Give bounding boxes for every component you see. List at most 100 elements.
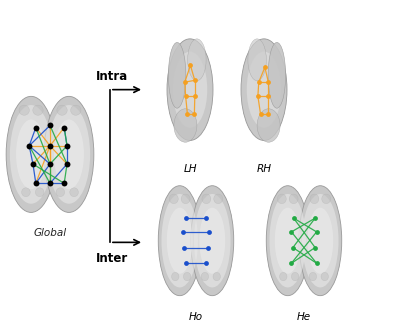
Point	[182, 215, 189, 221]
Ellipse shape	[213, 272, 220, 281]
Text: Global: Global	[34, 227, 66, 238]
Point	[256, 80, 262, 85]
Ellipse shape	[247, 51, 281, 128]
Point	[64, 143, 70, 148]
Ellipse shape	[214, 194, 223, 204]
Ellipse shape	[191, 186, 234, 296]
Point	[265, 94, 272, 99]
Ellipse shape	[167, 208, 192, 274]
Ellipse shape	[194, 194, 230, 288]
Point	[47, 181, 53, 186]
Point	[184, 111, 190, 117]
Point	[206, 229, 212, 234]
Point	[182, 80, 188, 85]
Ellipse shape	[266, 186, 309, 296]
Point	[262, 65, 268, 70]
Point	[290, 215, 297, 221]
Point	[180, 229, 186, 234]
Ellipse shape	[200, 208, 225, 274]
Ellipse shape	[188, 39, 206, 81]
Point	[205, 245, 211, 250]
Ellipse shape	[57, 105, 67, 115]
Ellipse shape	[174, 109, 197, 142]
Ellipse shape	[201, 272, 208, 281]
Point	[312, 245, 318, 250]
Ellipse shape	[35, 188, 44, 197]
Point	[182, 94, 189, 99]
Ellipse shape	[19, 105, 29, 115]
Point	[265, 111, 272, 117]
Ellipse shape	[241, 39, 287, 140]
Point	[47, 123, 53, 128]
Point	[255, 94, 261, 99]
Point	[47, 161, 53, 167]
Point	[313, 229, 320, 234]
Ellipse shape	[310, 194, 319, 204]
Point	[288, 261, 295, 266]
Ellipse shape	[168, 42, 186, 108]
Point	[64, 161, 70, 167]
Ellipse shape	[257, 109, 280, 142]
Point	[181, 245, 187, 250]
Ellipse shape	[181, 194, 190, 204]
Point	[265, 80, 272, 85]
Ellipse shape	[16, 120, 46, 189]
Ellipse shape	[277, 194, 286, 204]
Point	[61, 125, 67, 130]
Point	[33, 125, 39, 130]
Ellipse shape	[289, 194, 298, 204]
Ellipse shape	[172, 272, 179, 281]
Text: Ho: Ho	[189, 312, 203, 322]
Point	[312, 215, 318, 221]
Point	[192, 94, 198, 99]
Ellipse shape	[158, 186, 201, 296]
Text: LH: LH	[183, 164, 197, 174]
Ellipse shape	[280, 272, 287, 281]
Ellipse shape	[169, 194, 178, 204]
Point	[26, 143, 32, 148]
Ellipse shape	[299, 186, 342, 296]
Ellipse shape	[48, 105, 90, 204]
Point	[191, 111, 198, 117]
Ellipse shape	[56, 188, 65, 197]
Ellipse shape	[70, 188, 78, 197]
Ellipse shape	[309, 272, 316, 281]
Ellipse shape	[33, 105, 43, 115]
Ellipse shape	[302, 194, 338, 288]
Point	[192, 78, 198, 83]
Ellipse shape	[275, 208, 300, 274]
Ellipse shape	[22, 188, 30, 197]
Point	[288, 229, 295, 234]
Point	[33, 181, 39, 186]
Point	[203, 261, 210, 266]
Point	[187, 63, 194, 68]
Ellipse shape	[54, 120, 84, 189]
Ellipse shape	[248, 39, 266, 81]
Ellipse shape	[6, 96, 56, 212]
Ellipse shape	[268, 42, 286, 108]
Ellipse shape	[173, 51, 207, 128]
Ellipse shape	[44, 96, 94, 212]
Ellipse shape	[292, 272, 299, 281]
Ellipse shape	[202, 194, 211, 204]
Ellipse shape	[322, 194, 331, 204]
Ellipse shape	[184, 272, 191, 281]
Text: Inter: Inter	[96, 252, 128, 266]
Ellipse shape	[162, 194, 198, 288]
Point	[61, 181, 67, 186]
Text: Intra: Intra	[96, 70, 128, 83]
Point	[290, 245, 296, 250]
Ellipse shape	[308, 208, 333, 274]
Ellipse shape	[167, 39, 213, 140]
Text: He: He	[297, 312, 311, 322]
Point	[30, 161, 36, 167]
Ellipse shape	[71, 105, 81, 115]
Point	[182, 261, 189, 266]
Point	[313, 261, 320, 266]
Point	[257, 111, 264, 117]
Text: RH: RH	[256, 164, 272, 174]
Point	[47, 143, 53, 148]
Ellipse shape	[270, 194, 306, 288]
Ellipse shape	[10, 105, 52, 204]
Ellipse shape	[321, 272, 328, 281]
